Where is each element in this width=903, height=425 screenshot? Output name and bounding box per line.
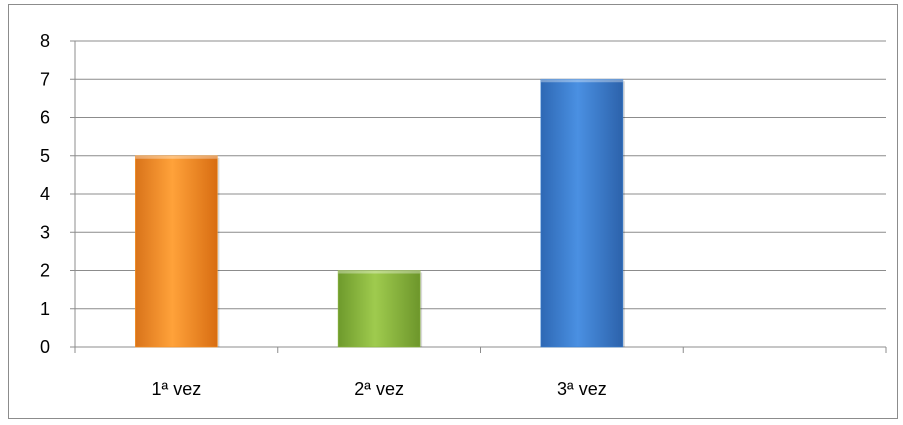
axis-labels: 0 1 2 3 4 5 6 7 8 1ª vez 2ª vez 3ª vez <box>40 31 607 399</box>
y-tick-label: 8 <box>40 31 50 51</box>
bar-top-highlight <box>540 79 623 83</box>
x-category-label: 2ª vez <box>354 379 404 399</box>
y-tick-label: 7 <box>40 69 50 89</box>
bar-top-highlight <box>135 155 218 159</box>
y-tick-label: 2 <box>40 261 50 281</box>
y-tick-label: 0 <box>40 337 50 357</box>
bars <box>135 78 625 348</box>
bar-3 <box>540 78 624 348</box>
x-category-label: 1ª vez <box>152 379 202 399</box>
bar-top-highlight <box>338 270 421 274</box>
x-category-label: 3ª vez <box>557 379 607 399</box>
bar-2 <box>337 270 421 348</box>
y-tick-label: 3 <box>40 222 50 242</box>
y-tick-label: 1 <box>40 299 50 319</box>
y-tick-label: 6 <box>40 108 50 128</box>
y-tick-label: 4 <box>40 184 50 204</box>
bar-1 <box>135 155 218 348</box>
y-tick-label: 5 <box>40 146 50 166</box>
